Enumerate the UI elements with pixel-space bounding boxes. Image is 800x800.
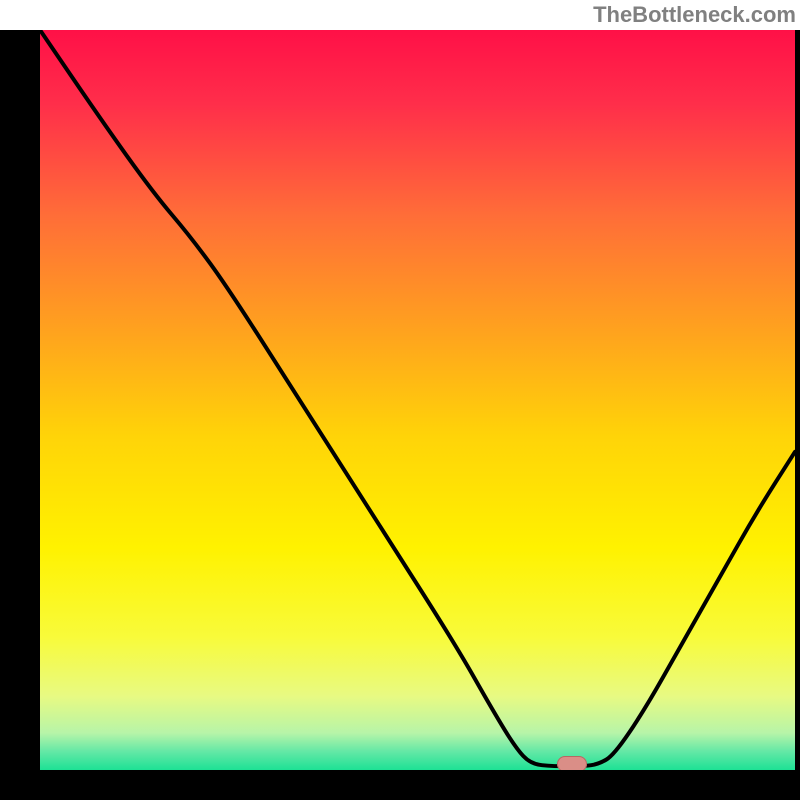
attribution-text: TheBottleneck.com: [593, 2, 796, 28]
curve-svg: [40, 30, 795, 770]
target-marker: [557, 756, 587, 770]
curve-path: [40, 30, 795, 766]
chart-root: TheBottleneck.com: [0, 0, 800, 800]
plot-area: [40, 30, 795, 770]
